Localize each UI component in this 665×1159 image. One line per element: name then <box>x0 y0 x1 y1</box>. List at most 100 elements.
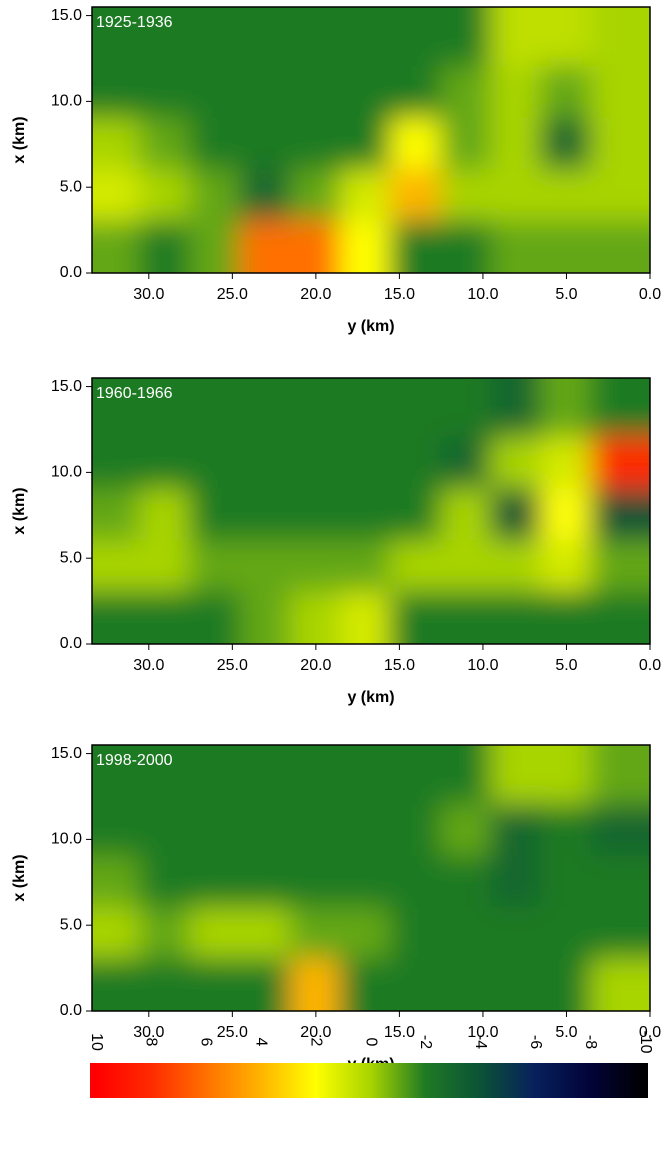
heatmap-cell <box>440 591 493 644</box>
x-tick-label: 30.0 <box>133 1024 164 1041</box>
y-tick-label: 15.0 <box>51 745 82 762</box>
heatmap-cell <box>540 488 593 543</box>
heatmap-cell <box>590 591 650 644</box>
heatmap-cell <box>490 540 543 594</box>
heatmap-cell <box>440 437 493 491</box>
heatmap-cell <box>92 855 145 910</box>
heatmap-cell <box>289 488 342 543</box>
heatmap-cell <box>239 169 292 223</box>
heatmap-cell <box>590 169 650 223</box>
x-tick-label: 20.0 <box>300 286 331 303</box>
panel-title: 1925-1936 <box>96 14 173 31</box>
heatmap-cell <box>490 378 543 440</box>
heatmap-cell <box>92 745 145 807</box>
heatmap-cell <box>440 745 493 807</box>
heatmap-cell <box>139 958 192 1011</box>
heatmap-cell <box>92 958 145 1011</box>
y-tick-label: 10.0 <box>51 464 82 481</box>
heatmap-cell <box>289 7 342 69</box>
heatmap-cell <box>92 437 145 491</box>
heatmap-cell <box>92 907 145 961</box>
colorbar-tick-label: -2 <box>417 1035 434 1049</box>
x-tick-label: 25.0 <box>217 1024 248 1041</box>
heatmap-cell <box>289 540 342 594</box>
heatmap-cell <box>139 907 192 961</box>
heatmap-cell <box>590 958 650 1011</box>
heatmap-cell <box>189 745 242 807</box>
heatmap-cell <box>239 745 292 807</box>
heatmap-cell <box>339 540 393 594</box>
heatmap-cell <box>139 855 192 910</box>
x-tick-label: 15.0 <box>384 286 415 303</box>
heatmap-cell <box>490 169 543 223</box>
x-tick-label: 30.0 <box>133 657 164 674</box>
colorbar-tick-label: -6 <box>527 1035 544 1049</box>
heatmap-cell <box>440 378 493 440</box>
heatmap-cell <box>390 169 443 223</box>
heatmap-cell <box>390 804 443 858</box>
heatmap-cell <box>289 437 342 491</box>
heatmap-cell <box>490 745 543 807</box>
heatmap-cell <box>139 540 192 594</box>
heatmap-cell <box>189 378 242 440</box>
plot-frame <box>91 744 651 1012</box>
y-axis-label: x (km) <box>11 487 28 534</box>
y-tick-label: 5.0 <box>60 916 82 933</box>
panel-title: 1960-1966 <box>96 385 173 402</box>
heatmap-cell <box>189 437 242 491</box>
heatmap-cell <box>189 220 242 273</box>
heatmap-cell <box>339 117 393 172</box>
heatmap-cell <box>139 745 192 807</box>
colorbar-tick-label: 6 <box>198 1038 215 1047</box>
x-tick-label: 10.0 <box>467 286 498 303</box>
heatmap-cell <box>139 488 192 543</box>
heatmap-cell <box>490 117 543 172</box>
heatmap-cell <box>440 488 493 543</box>
x-axis-label: y (km) <box>347 318 394 335</box>
heatmap-cell <box>189 488 242 543</box>
heatmap-cell <box>139 591 192 644</box>
heatmap-cell <box>339 169 393 223</box>
heatmap-cell <box>289 220 342 273</box>
heatmap-cell <box>139 220 192 273</box>
heatmap-cell <box>540 378 593 440</box>
heatmap-cell <box>440 804 493 858</box>
plot-area <box>92 7 650 273</box>
heatmap-cell <box>189 169 242 223</box>
heatmap-cell <box>239 488 292 543</box>
heatmap-cell <box>92 117 145 172</box>
heatmap-cell <box>92 66 145 120</box>
colorbar-tick-label: 8 <box>143 1038 160 1047</box>
heatmap-cell <box>339 745 393 807</box>
heatmap-cell <box>440 540 493 594</box>
heatmap-cell <box>590 117 650 172</box>
heatmap-cell <box>189 540 242 594</box>
heatmap-cell <box>440 220 493 273</box>
heatmap-cell <box>339 804 393 858</box>
heatmap-cell <box>540 220 593 273</box>
x-tick-label: 15.0 <box>384 657 415 674</box>
heatmap-cell <box>239 540 292 594</box>
heatmap-cell <box>139 169 192 223</box>
heatmap-cell <box>289 907 342 961</box>
heatmap-cell <box>339 907 393 961</box>
heatmap-cell <box>540 540 593 594</box>
y-tick-label: 5.0 <box>60 549 82 566</box>
heatmap-cell <box>289 958 342 1011</box>
heatmap-cell <box>440 117 493 172</box>
heatmap-cell <box>390 117 443 172</box>
heatmap-cell <box>540 437 593 491</box>
heatmap-cell <box>339 437 393 491</box>
x-tick-label: 30.0 <box>133 286 164 303</box>
heatmap-cell <box>339 66 393 120</box>
heatmap-cells <box>92 378 650 644</box>
x-tick-label: 25.0 <box>217 286 248 303</box>
heatmap-cell <box>490 488 543 543</box>
heatmap-cell <box>92 804 145 858</box>
heatmap-cell <box>490 907 543 961</box>
heatmap-cell <box>590 66 650 120</box>
heatmap-cell <box>239 907 292 961</box>
heatmap-cell <box>239 117 292 172</box>
heatmap-cell <box>92 7 145 69</box>
heatmap-cell <box>339 220 393 273</box>
